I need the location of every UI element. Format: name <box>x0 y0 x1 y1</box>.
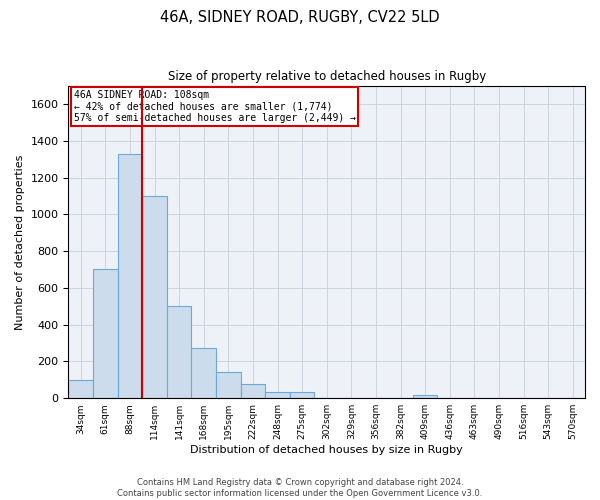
Title: Size of property relative to detached houses in Rugby: Size of property relative to detached ho… <box>167 70 486 83</box>
Bar <box>142 196 167 398</box>
Text: 46A SIDNEY ROAD: 108sqm
← 42% of detached houses are smaller (1,774)
57% of semi: 46A SIDNEY ROAD: 108sqm ← 42% of detache… <box>74 90 356 124</box>
Bar <box>265 392 290 398</box>
Bar <box>241 384 265 398</box>
Bar <box>118 154 142 398</box>
Bar <box>93 270 118 398</box>
Bar <box>167 306 191 398</box>
Bar <box>413 396 437 398</box>
Y-axis label: Number of detached properties: Number of detached properties <box>15 154 25 330</box>
Bar <box>290 392 314 398</box>
Text: Contains HM Land Registry data © Crown copyright and database right 2024.
Contai: Contains HM Land Registry data © Crown c… <box>118 478 482 498</box>
Bar <box>216 372 241 398</box>
Text: 46A, SIDNEY ROAD, RUGBY, CV22 5LD: 46A, SIDNEY ROAD, RUGBY, CV22 5LD <box>160 10 440 25</box>
Bar <box>68 380 93 398</box>
Bar <box>191 348 216 398</box>
X-axis label: Distribution of detached houses by size in Rugby: Distribution of detached houses by size … <box>190 445 463 455</box>
